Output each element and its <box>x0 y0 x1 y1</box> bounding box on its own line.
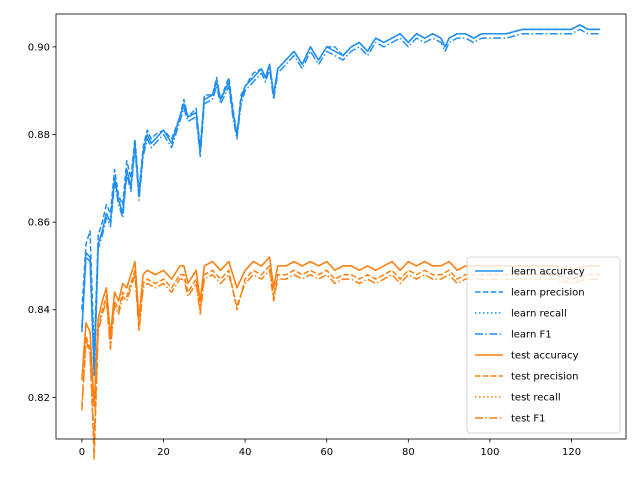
series-line-learn-f1 <box>81 28 601 377</box>
x-tick-label: 40 <box>239 447 252 458</box>
legend-label-test-f1: test F1 <box>511 414 546 425</box>
legend-label-learn-precision: learn precision <box>511 288 585 299</box>
legend: learn accuracy learn precision learn recal… <box>466 256 621 434</box>
x-tick-label: 100 <box>480 447 499 458</box>
x-tick-label: 60 <box>320 447 333 458</box>
legend-label-test-precision: test precision <box>511 372 579 383</box>
legend-label-learn-accuracy: learn accuracy <box>511 267 585 278</box>
y-tick-label: 0.82 <box>28 393 50 404</box>
plot-frame <box>55 13 627 440</box>
y-tick-label: 0.90 <box>28 42 50 53</box>
series-line-learn-recall <box>81 24 601 372</box>
legend-label-learn-recall: learn recall <box>511 309 567 320</box>
x-tick-label: 80 <box>402 447 415 458</box>
series-layer <box>81 24 601 460</box>
series-line-test-recall <box>81 256 601 407</box>
series-line-learn-precision <box>81 24 601 355</box>
x-tick-label: 0 <box>79 447 85 458</box>
series-line-test-precision <box>81 265 601 460</box>
y-tick-label: 0.84 <box>28 305 50 316</box>
x-tick-label: 20 <box>157 447 170 458</box>
y-tick-label: 0.86 <box>28 218 50 229</box>
x-tick-label: 120 <box>562 447 581 458</box>
axes-layer: 0 20 40 60 80 100 120 0.82 0.84 0.86 0.88 0.90 <box>28 42 581 458</box>
series-line-test-f1 <box>81 269 601 442</box>
legend-label-test-accuracy: test accuracy <box>511 351 579 362</box>
legend-label-learn-f1: learn F1 <box>511 330 552 341</box>
legend-box <box>466 256 621 434</box>
y-tick-label: 0.88 <box>28 130 50 141</box>
legend-label-test-recall: test recall <box>511 393 561 404</box>
